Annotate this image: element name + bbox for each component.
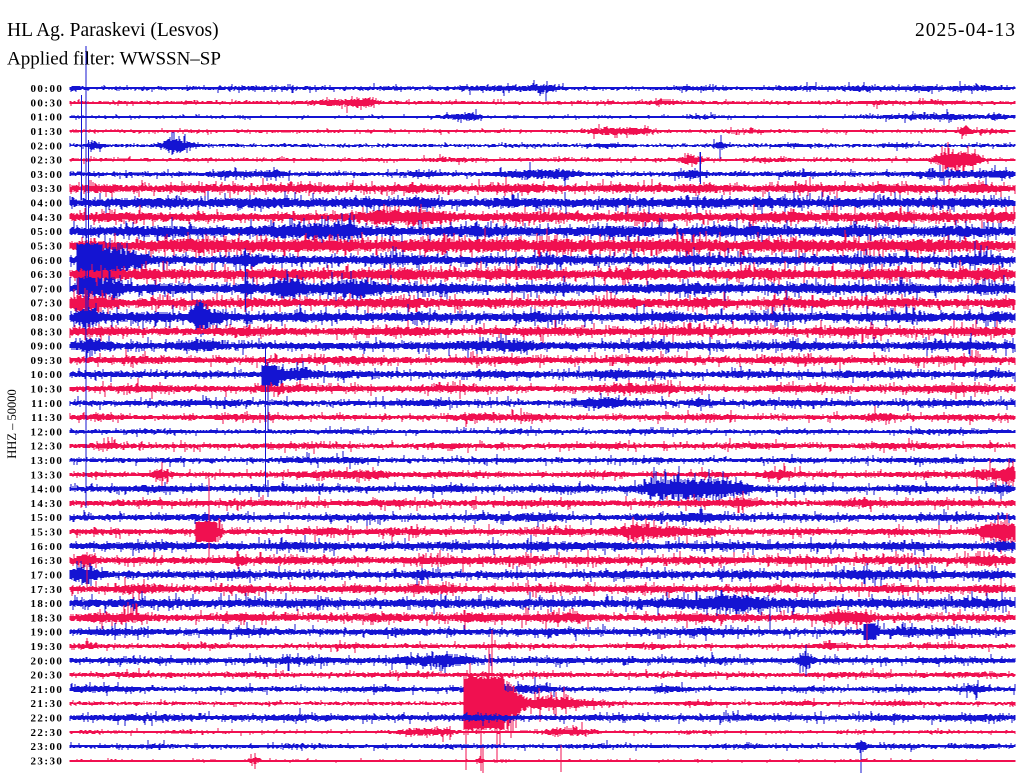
svg-text:00:30: 00:30 [30,97,63,109]
svg-text:08:00: 08:00 [30,312,63,324]
svg-text:16:00: 16:00 [30,541,63,553]
svg-text:04:00: 04:00 [30,198,63,210]
svg-text:00:00: 00:00 [30,83,63,95]
svg-text:14:30: 14:30 [30,498,63,510]
svg-text:02:00: 02:00 [30,140,63,152]
svg-text:HHZ – 50000: HHZ – 50000 [5,389,19,458]
svg-text:03:00: 03:00 [30,169,63,181]
svg-text:06:00: 06:00 [30,255,63,267]
svg-text:17:30: 17:30 [30,584,63,596]
svg-text:22:00: 22:00 [30,713,63,725]
svg-text:20:00: 20:00 [30,655,63,667]
svg-text:10:00: 10:00 [30,369,63,381]
svg-text:21:30: 21:30 [30,698,63,710]
svg-text:23:30: 23:30 [30,755,63,767]
svg-text:16:30: 16:30 [30,555,63,567]
svg-text:01:00: 01:00 [30,112,63,124]
svg-text:13:30: 13:30 [30,469,63,481]
svg-text:02:30: 02:30 [30,155,63,167]
svg-text:22:30: 22:30 [30,727,63,739]
svg-text:21:00: 21:00 [30,684,63,696]
svg-text:19:00: 19:00 [30,627,63,639]
svg-text:12:00: 12:00 [30,426,63,438]
svg-text:05:30: 05:30 [30,241,63,253]
svg-text:HL Ag. Paraskevi (Lesvos): HL Ag. Paraskevi (Lesvos) [7,20,219,41]
svg-text:13:00: 13:00 [30,455,63,467]
svg-text:15:00: 15:00 [30,512,63,524]
svg-text:17:00: 17:00 [30,570,63,582]
svg-text:04:30: 04:30 [30,212,63,224]
svg-text:Applied filter: WWSSN–SP: Applied filter: WWSSN–SP [7,49,221,70]
svg-text:20:30: 20:30 [30,670,63,682]
svg-text:18:30: 18:30 [30,612,63,624]
svg-text:2025-04-13: 2025-04-13 [915,20,1016,41]
svg-text:19:30: 19:30 [30,641,63,653]
svg-text:09:00: 09:00 [30,341,63,353]
svg-text:09:30: 09:30 [30,355,63,367]
svg-text:10:30: 10:30 [30,384,63,396]
svg-text:11:00: 11:00 [31,398,63,410]
svg-text:12:30: 12:30 [30,441,63,453]
svg-text:03:30: 03:30 [30,183,63,195]
svg-text:11:30: 11:30 [31,412,63,424]
svg-text:18:00: 18:00 [30,598,63,610]
svg-text:08:30: 08:30 [30,326,63,338]
svg-text:23:00: 23:00 [30,741,63,753]
svg-text:07:30: 07:30 [30,298,63,310]
svg-text:05:00: 05:00 [30,226,63,238]
svg-text:14:00: 14:00 [30,484,63,496]
svg-text:15:30: 15:30 [30,527,63,539]
svg-text:06:30: 06:30 [30,269,63,281]
svg-text:07:00: 07:00 [30,283,63,295]
svg-text:01:30: 01:30 [30,126,63,138]
